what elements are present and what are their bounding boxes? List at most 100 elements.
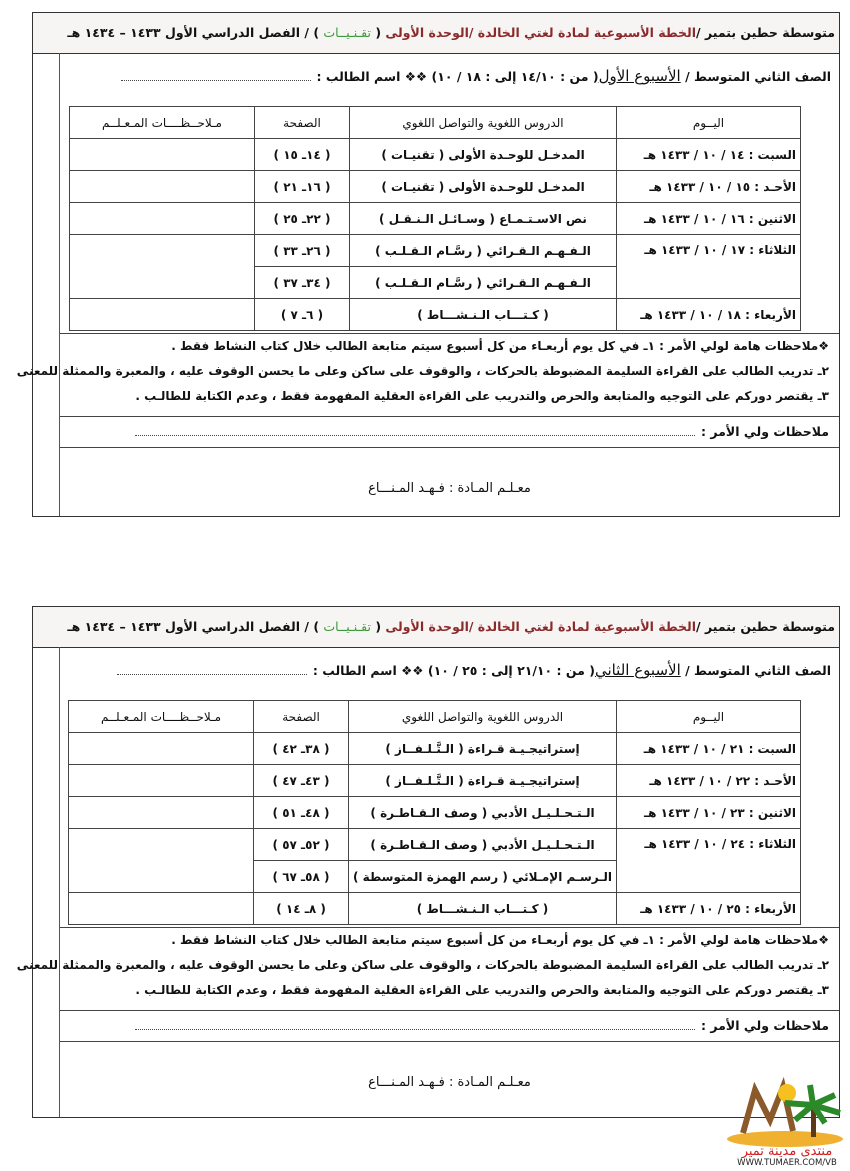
week-label: الأسبوع الأول [598, 67, 681, 85]
lesson-cell: ( كـتـــاب الـنـشـــاط ) [348, 892, 617, 925]
page-header: متوسطة حطين بتمير /الخطة الأسبوعية لمادة… [33, 607, 839, 648]
note-line: ❖ملاحظات هامة لولي الأمر : ١ـ في كل يوم … [171, 339, 829, 353]
grade-label: الصف الثاني المتوسط / [685, 663, 831, 678]
lesson-cell: الـفـهـم الـقـرائي ( رسَّـام الـقـلـب ) [349, 234, 617, 267]
pages-cell: ( ٦ـ ٧ ) [254, 298, 350, 331]
parent-notes-row: ملاحظات ولي الأمر : [60, 1010, 839, 1042]
week-panel: متوسطة حطين بتمير /الخطة الأسبوعية لمادة… [17, 12, 840, 517]
parent-notes-field[interactable] [135, 435, 696, 436]
parent-notes-block: ❖ملاحظات هامة لولي الأمر : ١ـ في كل يوم … [17, 927, 839, 1003]
school-name: متوسطة حطين بتمير / [696, 25, 835, 40]
lesson-cell: الـتـحـلـيـل الأدبي ( وصف الـقـاطـرة ) [348, 828, 617, 861]
day-cell: الأربعاء : ٢٥ / ١٠ / ١٤٣٣ هـ [616, 892, 801, 925]
teacher-notes-cell[interactable] [69, 138, 255, 171]
column-header: مـلاحــظــــات المـعـلــم [69, 106, 255, 139]
pages-cell: ( ٣٤ـ ٣٧ ) [254, 266, 350, 299]
parent-notes-block: ❖ملاحظات هامة لولي الأمر : ١ـ في كل يوم … [17, 333, 839, 409]
schedule-table: اليــوم الدروس اللغوية والتواصل اللغوي الص… [68, 700, 801, 925]
teacher-notes-cell[interactable] [69, 170, 255, 203]
table-row: الأربعاء : ٢٥ / ١٠ / ١٤٣٣ هـ( كـتـــاب ا… [68, 892, 801, 925]
teacher-notes-cell[interactable] [68, 764, 255, 797]
pages-cell: ( ٣٨ـ ٤٢ ) [253, 732, 350, 765]
pages-cell: ( ٥٨ـ ٦٧ ) [253, 860, 350, 893]
pages-cell: ( ٥٢ـ ٥٧ ) [253, 828, 350, 861]
page-header: متوسطة حطين بتمير /الخطة الأسبوعية لمادة… [33, 13, 839, 54]
teacher-notes-cell[interactable] [68, 892, 255, 925]
lesson-cell: ( كـتـــاب الـنـشـــاط ) [349, 298, 617, 331]
column-header: اليــوم [616, 700, 801, 733]
parent-notes-row: ملاحظات ولي الأمر : [60, 416, 839, 448]
unit-name: تقـنـيــات [323, 619, 371, 634]
column-header: الدروس اللغوية والتواصل اللغوي [349, 106, 617, 139]
table-header-row: اليــوم الدروس اللغوية والتواصل اللغوي الص… [68, 700, 801, 733]
table-row: الثلاثاء : ١٧ / ١٠ / ١٤٣٣ هـ الـفـهـم الـ… [69, 234, 801, 299]
lesson-cell: المدخـل للوحـدة الأولى ( تقنيـات ) [349, 170, 617, 203]
lesson-cell: إستراتيجـيـة قـراءة ( الـتَّـلـفــاز ) [348, 764, 617, 797]
lesson-cell: إستراتيجـيـة قـراءة ( الـتَّـلـفــاز ) [348, 732, 617, 765]
day-cell: الأحـد : ٢٢ / ١٠ / ١٤٣٣ هـ [616, 764, 801, 797]
student-name-label: ❖❖ اسم الطالب : [316, 69, 428, 84]
teacher-notes-cell[interactable] [68, 732, 255, 765]
teacher-notes-cell[interactable] [69, 234, 255, 299]
day-cell: الأحـد : ١٥ / ١٠ / ١٤٣٣ هـ [616, 170, 801, 203]
content-area: الصف الثاني المتوسط / الأسبوع الثاني( من… [17, 647, 839, 1117]
teacher-notes-cell[interactable] [69, 202, 255, 235]
plan-title: الخطة الأسبوعية لمادة لغتي الخالدة /الوح… [385, 619, 697, 634]
content-area: الصف الثاني المتوسط / الأسبوع الأول( من … [17, 53, 839, 516]
grade-label: الصف الثاني المتوسط / [685, 69, 831, 84]
lesson-cell: المدخـل للوحـدة الأولى ( تقنيـات ) [349, 138, 617, 171]
table-row: الـرسـم الإمـلائي ( رسم الهمزة المتوسطة … [69, 860, 801, 893]
note-line: ٣ـ يقتصر دوركم على التوجيه والمتابعة وال… [135, 983, 829, 997]
day-cell: الثلاثاء : ١٧ / ١٠ / ١٤٣٣ هـ [616, 234, 801, 299]
logo-text: منتدى مدينة تمير [741, 1144, 833, 1159]
column-header: اليــوم [616, 106, 801, 139]
lesson-cell: نص الاسـتـمـاع ( وسـائـل الـنـقـل ) [349, 202, 617, 235]
table-row: الأحـد : ١٥ / ١٠ / ١٤٣٣ هـ المدخـل للوحـد… [69, 170, 801, 203]
table-row: الاثنين : ١٦ / ١٠ / ١٤٣٣ هـ نص الاسـتـمـا… [69, 202, 801, 235]
student-name-label: ❖❖ اسم الطالب : [312, 663, 424, 678]
table-row: الثلاثاء : ٢٤ / ١٠ / ١٤٣٣ هـ الـتـحـلـيـل… [68, 828, 801, 893]
schedule-table: اليــوم الدروس اللغوية والتواصل اللغوي الص… [69, 106, 801, 331]
day-cell: الاثنين : ٢٣ / ١٠ / ١٤٣٣ هـ [616, 796, 801, 829]
lesson-cell: الـفـهـم الـقـرائي ( رسَّـام الـقـلـب ) [349, 266, 617, 299]
day-cell: الاثنين : ١٦ / ١٠ / ١٤٣٣ هـ [616, 202, 801, 235]
day-cell: السبت : ١٤ / ١٠ / ١٤٣٣ هـ [616, 138, 801, 171]
week-info: الصف الثاني المتوسط / الأسبوع الأول( من … [120, 67, 831, 85]
week-label: الأسبوع الثاني [594, 661, 681, 679]
student-name-field[interactable] [116, 674, 307, 675]
teacher-notes-cell[interactable] [68, 828, 255, 893]
school-name: متوسطة حطين بتمير / [696, 619, 835, 634]
table-row: الأربعاء : ١٨ / ١٠ / ١٤٣٣ هـ( كـتـــاب ا… [69, 298, 801, 331]
plan-title: الخطة الأسبوعية لمادة لغتي الخالدة /الوح… [385, 25, 697, 40]
table-header-row: اليــوم الدروس اللغوية والتواصل اللغوي الص… [69, 106, 801, 139]
unit-paren-close: ) [313, 619, 320, 634]
column-header: الصفحة [254, 106, 350, 139]
unit-name: تقـنـيــات [323, 25, 371, 40]
teacher-name: معـلـم المـادة : فـهـد المـنـــاع [368, 481, 531, 496]
date-range: ( من : ٢١/١٠ إلى : ٢٥ / ١٠) [427, 663, 595, 678]
lesson-cell: الـرسـم الإمـلائي ( رسم الهمزة المتوسطة … [348, 860, 617, 893]
table-row: السبت : ١٤ / ١٠ / ١٤٣٣ هـ المدخـل للوحـدة… [69, 138, 801, 171]
teacher-name: معـلـم المـادة : فـهـد المـنـــاع [368, 1075, 531, 1090]
pages-cell: ( ٤٣ـ ٤٧ ) [253, 764, 350, 797]
day-cell: الثلاثاء : ٢٤ / ١٠ / ١٤٣٣ هـ [616, 828, 801, 893]
teacher-notes-cell[interactable] [69, 298, 255, 331]
teacher-notes-cell[interactable] [68, 796, 255, 829]
pages-cell: ( ٢٢ـ ٢٥ ) [254, 202, 350, 235]
lesson-cell: الـتـحـلـيـل الأدبي ( وصف الـقـاطـرة ) [348, 796, 617, 829]
pages-cell: ( ١٦ـ ٢١ ) [254, 170, 350, 203]
date-range: ( من : ١٤/١٠ إلى : ١٨ / ١٠) [431, 69, 599, 84]
day-cell: الأربعاء : ١٨ / ١٠ / ١٤٣٣ هـ [616, 298, 801, 331]
pages-cell: ( ٢٦ـ ٣٣ ) [254, 234, 350, 267]
day-cell: السبت : ٢١ / ١٠ / ١٤٣٣ هـ [616, 732, 801, 765]
student-name-field[interactable] [120, 80, 311, 81]
column-header: الدروس اللغوية والتواصل اللغوي [348, 700, 617, 733]
table-row: الـفـهـم الـقـرائي ( رسَّـام الـقـلـب )(… [70, 266, 801, 299]
table-row: الاثنين : ٢٣ / ١٠ / ١٤٣٣ هـ الـتـحـلـيـل … [68, 796, 801, 829]
column-header: مـلاحــظــــات المـعـلــم [68, 700, 255, 733]
term-label: / الفصل الدراسي الأول ١٤٣٣ – ١٤٣٤ هـ [67, 619, 309, 634]
week-panel: متوسطة حطين بتمير /الخطة الأسبوعية لمادة… [17, 606, 840, 1118]
parent-notes-field[interactable] [135, 1029, 696, 1030]
unit-paren-open: ( [375, 25, 382, 40]
pages-cell: ( ٤٨ـ ٥١ ) [253, 796, 350, 829]
